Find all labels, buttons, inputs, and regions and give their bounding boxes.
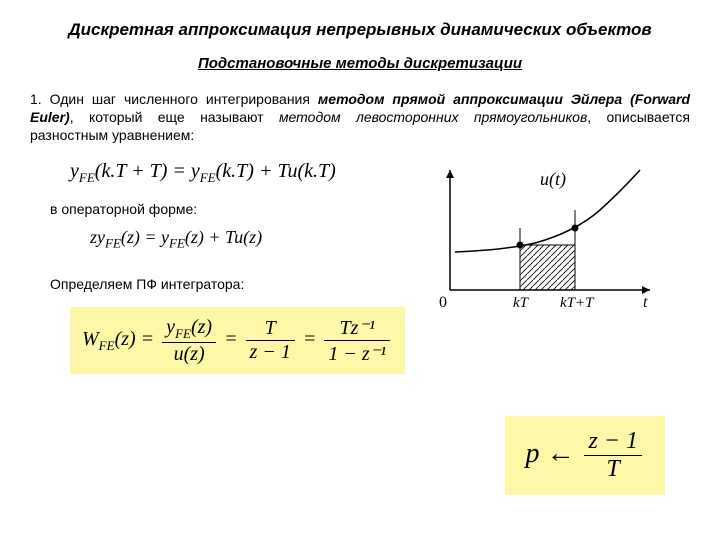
- paragraph: 1. Один шаг численного интегрирования ме…: [30, 90, 690, 145]
- subst-p: p: [525, 438, 539, 469]
- para-method2: методом левосторонних прямоугольников: [279, 109, 587, 125]
- graph-kt-label: kT: [513, 295, 530, 311]
- subst-arrow: ←: [546, 438, 574, 469]
- wfe-f2d: z − 1: [246, 341, 295, 364]
- para-mid: , который еще называют: [70, 109, 279, 125]
- graph-ktt-label: kT+T: [560, 295, 595, 311]
- graph-zero-label: 0: [439, 294, 447, 311]
- transfer-function-box: WFE(z) = yFE(z) u(z) = T z − 1 = Tz⁻¹ 1 …: [70, 307, 405, 374]
- wfe-f2n: T: [246, 317, 295, 341]
- graph-ut-label: u(t): [540, 169, 566, 190]
- wfe-f1d: u(z): [162, 343, 216, 366]
- subst-den: T: [584, 456, 642, 483]
- wfe-f3d: 1 − z⁻¹: [324, 341, 390, 366]
- graph-t-label: t: [643, 294, 648, 311]
- integration-graph: u(t) 0 kT kT+T t: [425, 160, 665, 320]
- para-prefix: 1. Один шаг численного интегрирования: [30, 91, 318, 107]
- wfe-f3n: Tz⁻¹: [324, 315, 390, 341]
- substitution-box: p ← z − 1 T: [505, 416, 665, 495]
- page-title: Дискретная аппроксимация непрерывных дин…: [30, 20, 690, 40]
- subst-num: z − 1: [584, 428, 642, 456]
- page-subtitle: Подстановочные методы дискретизации: [30, 55, 690, 72]
